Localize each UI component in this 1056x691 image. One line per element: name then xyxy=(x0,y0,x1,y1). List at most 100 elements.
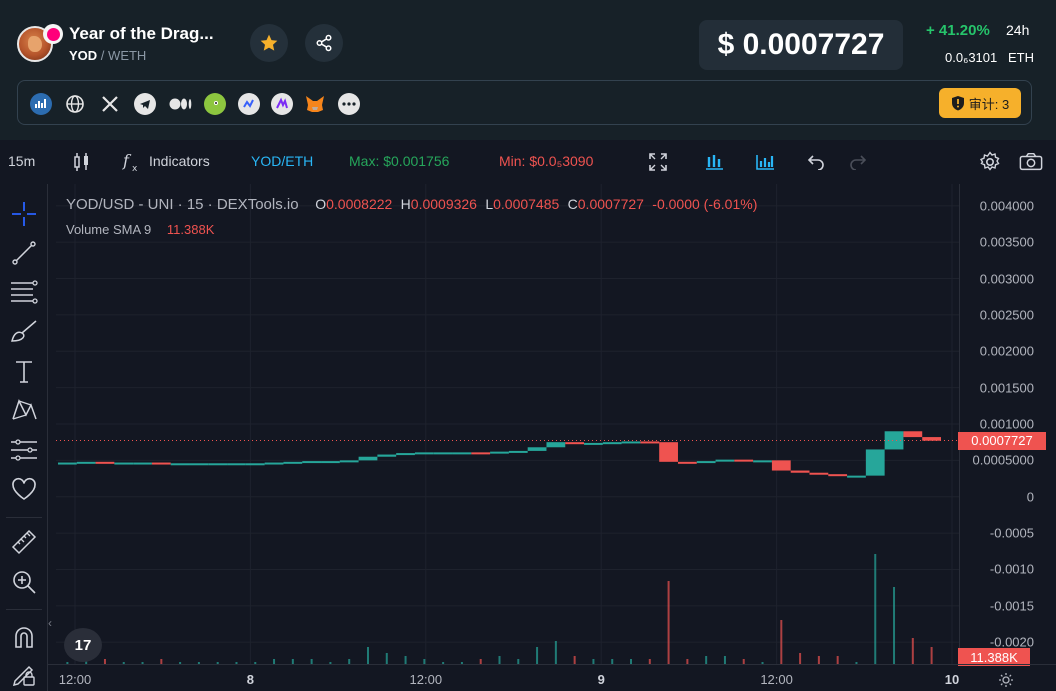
candle xyxy=(809,472,829,475)
price-tick: 0.001000 xyxy=(979,416,1034,432)
undo-icon[interactable] xyxy=(804,150,828,174)
coingecko-icon[interactable] xyxy=(204,93,226,115)
more-icon[interactable] xyxy=(338,93,360,115)
price-chart[interactable] xyxy=(56,184,959,664)
price-tick: -0.0020 xyxy=(989,634,1034,650)
pair-toggle[interactable]: YOD/ETH xyxy=(251,153,314,169)
candle xyxy=(527,447,547,451)
share-button[interactable] xyxy=(305,24,343,62)
price-change-period: 24h xyxy=(1006,22,1030,38)
candle xyxy=(414,452,434,455)
svg-text:x: x xyxy=(132,164,138,173)
tradingview-logo[interactable]: 17 xyxy=(64,628,102,662)
price-axis[interactable]: 0.004000 0.003500 0.003000 0.002500 0.002000… xyxy=(959,184,1056,664)
max-price-label: Max: $0.001756 xyxy=(349,153,450,169)
volume-toggle-icon[interactable] xyxy=(753,150,777,174)
metamask-fox-icon[interactable] xyxy=(304,93,326,115)
volume-bar xyxy=(611,659,614,664)
chain-explorer-icon[interactable] xyxy=(271,93,293,115)
candle xyxy=(884,431,904,450)
volume-bar xyxy=(911,638,914,664)
candle-type-icon[interactable] xyxy=(70,150,94,174)
time-tick: 12:00 xyxy=(760,672,793,687)
lock-drawing-icon[interactable] xyxy=(8,659,40,691)
ruler-icon[interactable] xyxy=(8,526,40,558)
close-value: 0.0007727 xyxy=(577,196,644,212)
pair-quote: WETH xyxy=(108,48,147,63)
brush-icon[interactable] xyxy=(8,316,40,348)
volume-bar xyxy=(554,641,557,664)
candle xyxy=(490,451,509,454)
text-tool-icon[interactable] xyxy=(8,355,40,387)
price-tick: -0.0005 xyxy=(989,525,1034,541)
candle xyxy=(377,454,397,457)
fib-retracement-icon[interactable] xyxy=(8,276,40,308)
favorites-heart-icon[interactable] xyxy=(8,473,40,505)
volume-bar xyxy=(404,656,407,664)
price-tick: 0 xyxy=(1026,489,1034,505)
candle xyxy=(452,452,472,455)
volume-bar xyxy=(460,662,463,664)
dextools-chart-icon[interactable] xyxy=(30,93,52,115)
redo-icon[interactable] xyxy=(846,150,870,174)
audit-label: 审计: 3 xyxy=(968,96,1010,112)
collapse-arrow-icon[interactable]: ‹ xyxy=(48,616,52,630)
volume-bar xyxy=(573,656,576,664)
crosshair-icon[interactable] xyxy=(8,198,40,230)
settings-gear-icon[interactable] xyxy=(978,150,1002,174)
low-key: L xyxy=(485,196,494,212)
volume-bar xyxy=(348,659,351,664)
telegram-icon[interactable] xyxy=(134,93,156,115)
interval-button[interactable]: 15m xyxy=(8,153,36,169)
volume-bar xyxy=(893,587,896,664)
candle xyxy=(734,459,754,462)
chart-legend: YOD/USD - UNI · 15 · DEXTools.io O0.0008… xyxy=(66,196,757,213)
volume-bar xyxy=(723,656,726,664)
medium-icon[interactable] xyxy=(168,93,194,115)
candle xyxy=(114,462,134,465)
fullscreen-icon[interactable] xyxy=(646,150,670,174)
axis-settings-icon[interactable] xyxy=(996,670,1016,690)
compare-chart-icon[interactable] xyxy=(702,150,726,174)
candle xyxy=(471,452,491,455)
candle xyxy=(396,453,415,456)
candle xyxy=(715,459,735,462)
volume-bar xyxy=(197,662,200,664)
candle xyxy=(264,462,284,465)
candle xyxy=(602,442,622,445)
zoom-in-icon[interactable] xyxy=(8,566,40,598)
candle xyxy=(208,463,228,466)
share-icon xyxy=(316,34,332,52)
trend-line-icon[interactable] xyxy=(8,237,40,269)
volume-bar xyxy=(536,647,539,664)
volume-bar xyxy=(799,653,802,664)
high-key: H xyxy=(400,196,411,212)
pattern-tool-icon[interactable] xyxy=(8,394,40,426)
volume-bar xyxy=(216,662,219,664)
candle xyxy=(640,441,660,444)
candle xyxy=(302,461,322,464)
tools-divider xyxy=(6,517,42,518)
volume-bar xyxy=(66,662,69,664)
candlestick-chart[interactable] xyxy=(56,184,959,664)
price-eth: 0.0₆3101 xyxy=(945,50,998,65)
x-icon[interactable] xyxy=(99,93,121,115)
time-axis[interactable]: 12:00 8 12:00 9 12:00 10 xyxy=(48,664,1056,691)
volume-bar xyxy=(742,659,745,664)
indicators-button[interactable]: Indicators xyxy=(149,153,210,169)
volume-bar xyxy=(291,659,294,664)
candle xyxy=(283,461,303,464)
drawing-tools-sidebar xyxy=(0,184,48,691)
audit-button[interactable]: 审计: 3 xyxy=(939,88,1021,118)
coinmarketcap-icon[interactable] xyxy=(238,93,260,115)
time-tick: 12:00 xyxy=(58,672,92,687)
volume-bar xyxy=(423,659,426,664)
magnet-icon[interactable] xyxy=(8,621,40,653)
globe-icon[interactable] xyxy=(64,93,86,115)
volume-bar xyxy=(817,656,820,664)
screenshot-camera-icon[interactable] xyxy=(1019,150,1043,174)
volume-bar xyxy=(630,659,633,664)
prediction-tool-icon[interactable] xyxy=(8,434,40,466)
favorite-button[interactable] xyxy=(250,24,288,62)
